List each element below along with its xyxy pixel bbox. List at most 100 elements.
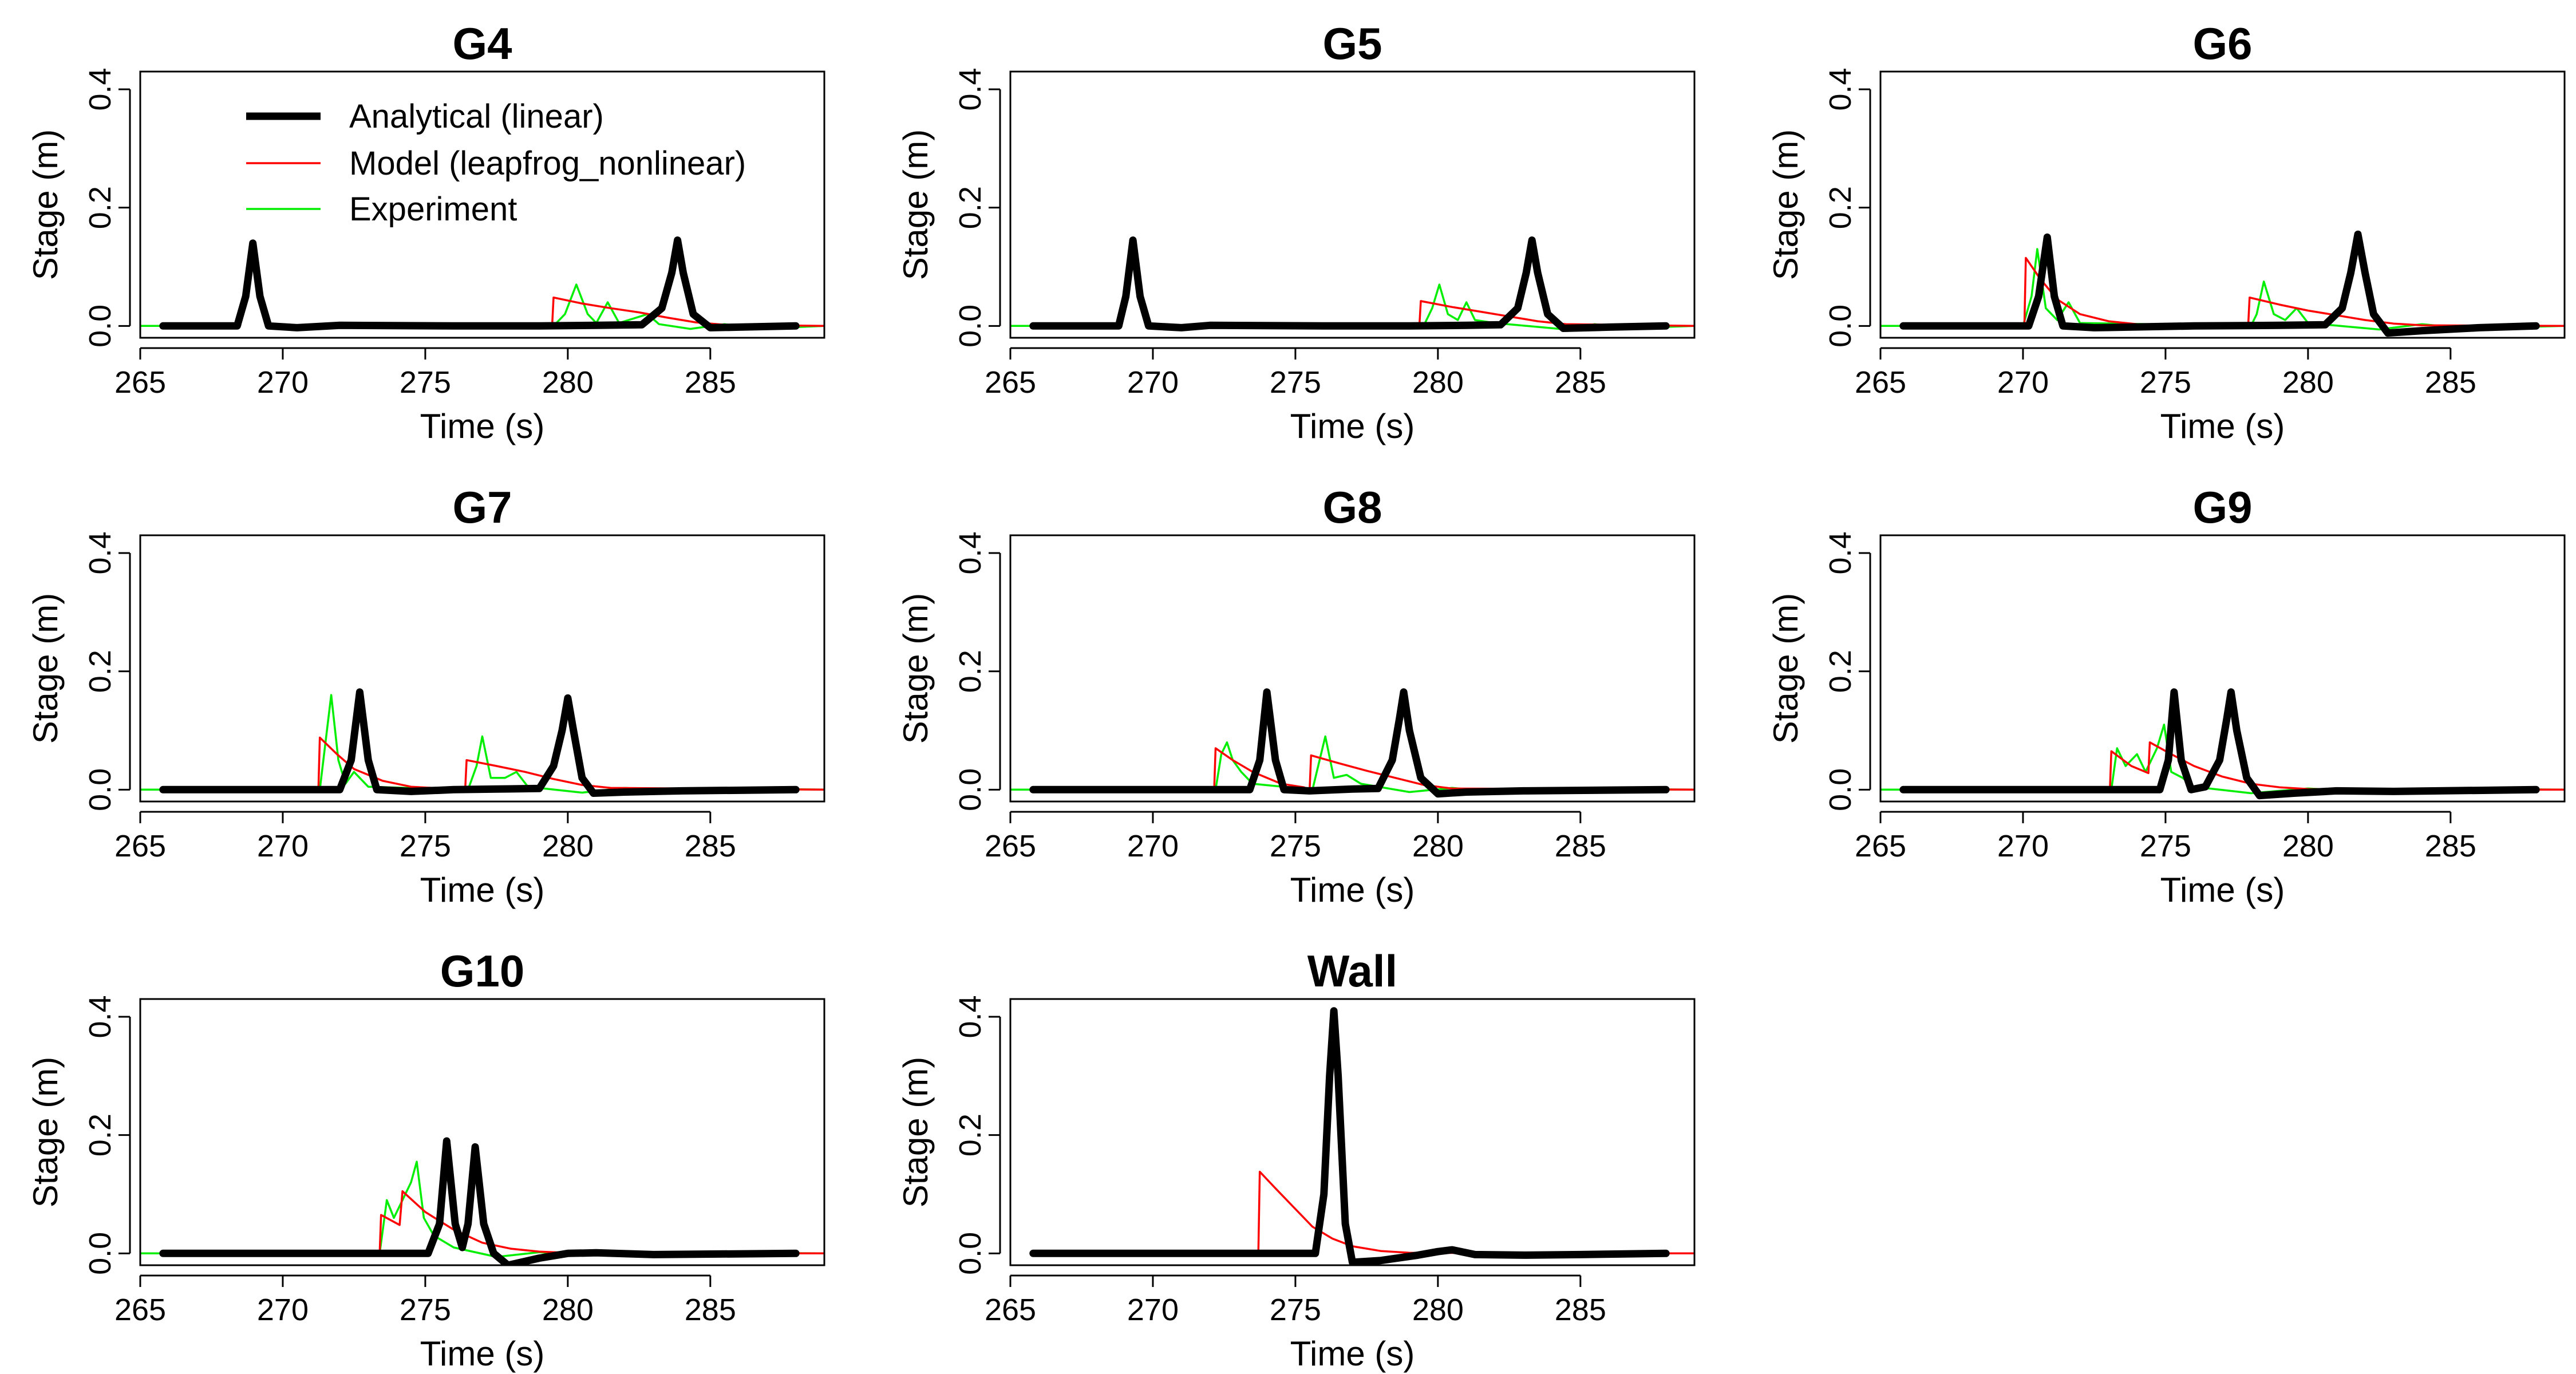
y-tick-label: 0.4 <box>83 68 117 110</box>
y-tick-label: 0.4 <box>953 995 987 1038</box>
panel-g8: G8 265 270 275 280 285 Time (s) 0.0 0.2 0.4 Stage … <box>896 482 1696 909</box>
x-tick-label: 265 <box>985 1293 1036 1327</box>
x-tick-label: 265 <box>114 365 166 400</box>
x-axis-label: Time (s) <box>420 407 545 445</box>
analytical-series-line <box>159 1137 800 1265</box>
panel-title: G8 <box>1322 482 1382 532</box>
y-axis-label: Stage (m) <box>1767 593 1805 744</box>
x-axis-label: Time (s) <box>2160 407 2285 445</box>
y-tick-label: 0.0 <box>953 768 987 811</box>
y-tick-label: 0.2 <box>83 1114 117 1156</box>
x-tick-label: 280 <box>542 829 594 863</box>
x-tick-label: 270 <box>1127 365 1179 400</box>
y-tick-label: 0.0 <box>83 768 117 811</box>
y-axis-label: Stage (m) <box>896 129 935 280</box>
y-tick-label: 0.0 <box>83 305 117 348</box>
experiment-series-line <box>140 694 824 794</box>
x-tick-label: 285 <box>2425 365 2476 400</box>
x-axis-label: Time (s) <box>1290 407 1415 445</box>
x-tick-label: 270 <box>257 1293 309 1327</box>
y-axis-label: Stage (m) <box>26 1057 65 1207</box>
y-tick-label: 0.4 <box>1823 68 1858 110</box>
y-axis-label: Stage (m) <box>26 129 65 280</box>
x-tick-label: 265 <box>985 829 1036 863</box>
panel-title: Wall <box>1307 946 1397 996</box>
model-series-line <box>162 736 824 791</box>
analytical-series-line <box>159 236 800 331</box>
experiment-series-line <box>1010 735 1694 793</box>
legend: Analytical (linear) Model (leapfrog_nonli… <box>246 98 746 228</box>
y-tick-label: 0.4 <box>953 531 987 574</box>
x-tick-label: 280 <box>1412 829 1464 863</box>
panel-title: G5 <box>1322 18 1382 69</box>
x-axis-label: Time (s) <box>420 1334 545 1373</box>
y-tick-label: 0.2 <box>1823 650 1858 693</box>
analytical-series-line <box>1029 1007 1670 1265</box>
x-tick-label: 275 <box>1270 829 1321 863</box>
x-tick-label: 280 <box>2282 829 2334 863</box>
x-tick-label: 270 <box>1127 1293 1179 1327</box>
panel-g4: G4 265 270 275 280 285 Time (s) 0.0 0.2 0.4 Stage … <box>26 18 825 445</box>
panel-g5: G5 265 270 275 280 285 Time (s) 0.0 0.2 0.4 Stage … <box>896 18 1696 445</box>
experiment-series-line <box>1010 248 1694 331</box>
plot-frame <box>1009 534 1696 803</box>
plot-frame <box>1009 70 1696 339</box>
x-tick-label: 265 <box>1855 829 1906 863</box>
analytical-series-line <box>1029 236 1670 332</box>
y-tick-label: 0.2 <box>83 186 117 229</box>
y-tick-label: 0.2 <box>953 650 987 693</box>
x-tick-label: 285 <box>1555 365 1606 400</box>
panel-title: G4 <box>452 18 512 69</box>
x-tick-label: 270 <box>1127 829 1179 863</box>
analytical-series-line <box>159 688 800 797</box>
x-tick-label: 280 <box>2282 365 2334 400</box>
experiment-series-line <box>1880 248 2565 331</box>
y-tick-label: 0.0 <box>953 305 987 348</box>
x-tick-label: 275 <box>400 829 451 863</box>
x-tick-label: 285 <box>1555 829 1606 863</box>
plot-frame <box>1879 70 2566 339</box>
x-tick-label: 265 <box>1855 365 1906 400</box>
y-tick-label: 0.0 <box>1823 768 1858 811</box>
model-series-line <box>1032 1170 1694 1255</box>
x-tick-label: 275 <box>1270 1293 1321 1327</box>
y-axis-label: Stage (m) <box>26 593 65 744</box>
x-tick-label: 280 <box>542 365 594 400</box>
panel-wall: Wall 265 270 275 280 285 Time (s) 0.0 0.2 0.4 Stag… <box>896 946 1696 1373</box>
x-tick-label: 280 <box>1412 1293 1464 1327</box>
legend-label-analytical: Analytical (linear) <box>349 98 604 135</box>
x-axis-label: Time (s) <box>1290 871 1415 909</box>
model-series-line <box>1902 741 2565 791</box>
panel-title: G10 <box>440 946 524 996</box>
x-tick-label: 285 <box>685 365 736 400</box>
panel-title: G7 <box>452 482 512 532</box>
x-axis-label: Time (s) <box>2160 871 2285 909</box>
x-tick-label: 275 <box>2140 365 2191 400</box>
y-axis-label: Stage (m) <box>1767 129 1805 280</box>
panel-g9: G9 265 270 275 280 285 Time (s) 0.0 0.2 0.4 Stage … <box>1767 482 2566 909</box>
y-tick-label: 0.2 <box>83 650 117 693</box>
y-axis-label: Stage (m) <box>896 593 935 744</box>
y-tick-label: 0.0 <box>953 1232 987 1275</box>
plot-frame <box>139 534 825 803</box>
y-tick-label: 0.4 <box>1823 531 1858 574</box>
x-tick-label: 285 <box>1555 1293 1606 1327</box>
panel-title: G6 <box>2192 18 2252 69</box>
y-tick-label: 0.2 <box>953 186 987 229</box>
analytical-series-line <box>1899 230 2540 337</box>
y-tick-label: 0.4 <box>953 68 987 110</box>
y-tick-label: 0.4 <box>83 531 117 574</box>
x-tick-label: 265 <box>114 829 166 863</box>
x-axis-label: Time (s) <box>1290 1334 1415 1373</box>
x-tick-label: 280 <box>1412 365 1464 400</box>
plot-frame <box>139 70 825 339</box>
y-tick-label: 0.2 <box>953 1114 987 1156</box>
plot-frame <box>1009 998 1696 1266</box>
legend-label-model: Model (leapfrog_nonlinear) <box>349 145 746 182</box>
x-tick-label: 270 <box>1997 829 2049 863</box>
model-series-line <box>1902 256 2565 327</box>
plot-frame <box>1879 534 2566 803</box>
x-tick-label: 270 <box>257 365 309 400</box>
y-axis-label: Stage (m) <box>896 1057 935 1207</box>
y-tick-label: 0.0 <box>1823 305 1858 348</box>
